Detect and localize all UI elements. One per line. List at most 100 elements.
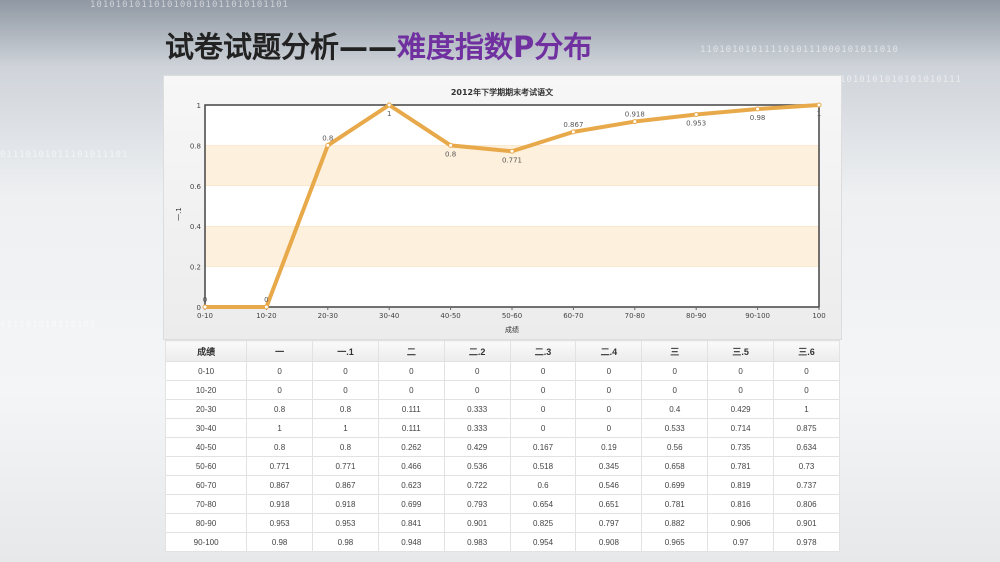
data-point xyxy=(755,106,761,112)
table-cell: 0 xyxy=(312,380,379,400)
table-cell: 0.953 xyxy=(312,513,379,533)
table-cell: 0.841 xyxy=(377,513,445,533)
table-row: 60-70 0.867 0.867 0.623 0.722 0.6 0.546 0.699 0.… xyxy=(164,475,840,495)
table-cell: 0.722 xyxy=(443,475,511,495)
table-cell: 0.699 xyxy=(377,494,445,514)
data-point xyxy=(693,111,699,117)
table-cell: 0.867 xyxy=(312,475,379,495)
table-cell: 80-90 xyxy=(164,513,248,533)
table-cell: 0.19 xyxy=(575,437,643,457)
table-cell: 0.867 xyxy=(246,475,314,495)
column-header: 三.6 xyxy=(773,340,840,362)
data-point xyxy=(325,142,331,148)
table-cell: 0 xyxy=(509,399,577,419)
x-axis-label: 成绩 xyxy=(505,325,519,334)
table-row: 40-50 0.8 0.8 0.262 0.429 0.167 0.19 0.56 0.735 0… xyxy=(164,437,840,457)
table-cell: 0.978 xyxy=(773,532,840,552)
x-tick-label: 20-30 xyxy=(318,312,338,320)
table-cell: 0.111 xyxy=(377,418,445,438)
table-cell: 0.8 xyxy=(246,399,314,419)
table-cell: 0.781 xyxy=(641,494,709,514)
table-cell: 0.954 xyxy=(509,532,577,552)
column-header: 成绩 xyxy=(164,340,248,362)
table-header-row: 成绩一一.1 二二.2 二.3 二.4 三三.5 三.6 xyxy=(164,340,840,362)
table-cell: 0 xyxy=(246,380,314,400)
y-axis-label: 一.1 xyxy=(175,207,183,221)
chart-title: 2012年下学期期末考试语文 xyxy=(451,87,554,97)
table-cell: 30-40 xyxy=(164,418,248,438)
table-cell: 0.466 xyxy=(377,456,445,476)
table-cell: 60-70 xyxy=(164,475,248,495)
table-cell: 0.816 xyxy=(707,494,775,514)
table-cell: 0.654 xyxy=(509,494,577,514)
table-cell: 70-80 xyxy=(164,494,248,514)
table-cell: 0 xyxy=(773,380,840,400)
table-cell: 90-100 xyxy=(164,532,248,552)
table-cell: 0 xyxy=(707,361,775,381)
table-cell: 0.797 xyxy=(575,513,643,533)
x-tick-label: 30-40 xyxy=(379,312,399,320)
table-cell: 0.948 xyxy=(377,532,445,552)
x-tick-label: 40-50 xyxy=(440,312,460,320)
plot-area xyxy=(205,105,819,307)
table-cell: 0.651 xyxy=(575,494,643,514)
y-tick-label: 0.8 xyxy=(190,142,201,150)
binary-decoration: 1010101011010100101011010101101 xyxy=(90,0,289,10)
table-row: 50-60 0.771 0.771 0.466 0.536 0.518 0.345 0.658… xyxy=(164,456,840,476)
table-cell: 0.771 xyxy=(246,456,314,476)
table-cell: 0.735 xyxy=(707,437,775,457)
table-cell: 0 xyxy=(509,380,577,400)
data-point xyxy=(632,119,638,125)
table-cell: 0.8 xyxy=(312,399,379,419)
table-row: 70-80 0.918 0.918 0.699 0.793 0.654 0.651 0.781… xyxy=(164,494,840,514)
table-cell: 0.8 xyxy=(312,437,379,457)
table-cell: 0.882 xyxy=(641,513,709,533)
y-tick-label: 0.6 xyxy=(190,183,202,191)
y-tick-label: 0 xyxy=(197,304,201,312)
table-cell: 50-60 xyxy=(164,456,248,476)
column-header: 二.4 xyxy=(575,340,643,362)
table-row: 20-30 0.8 0.8 0.111 0.333 0 0 0.4 0.429 1 xyxy=(164,399,840,419)
data-label: 0.867 xyxy=(563,121,583,129)
table-cell: 0 xyxy=(641,380,709,400)
table-cell: 0.965 xyxy=(641,532,709,552)
table-cell: 0.906 xyxy=(707,513,775,533)
table-cell: 0.8 xyxy=(246,437,314,457)
table-cell: 0.345 xyxy=(575,456,643,476)
table-cell: 0.98 xyxy=(312,532,379,552)
table-cell: 0.901 xyxy=(773,513,840,533)
table-row: 30-40 1 1 0.111 0.333 0 0 0.533 0.714 0.875 xyxy=(164,418,840,438)
table-row: 10-20 0 0 0 0 0 0 0 0 0 xyxy=(164,380,840,400)
table-cell: 0.167 xyxy=(509,437,577,457)
table-cell: 0.918 xyxy=(312,494,379,514)
y-tick-label: 0.2 xyxy=(190,264,201,272)
table-cell: 1 xyxy=(312,418,379,438)
table-cell: 0.111 xyxy=(377,399,445,419)
table-cell: 0.634 xyxy=(773,437,840,457)
column-header: 二.3 xyxy=(509,340,577,362)
table-cell: 0.918 xyxy=(246,494,314,514)
table-cell: 0 xyxy=(246,361,314,381)
binary-decoration: 1101010101111010111000101011010 xyxy=(700,45,899,55)
data-point xyxy=(509,148,515,154)
data-label: 1 xyxy=(387,110,391,118)
column-header: 二.2 xyxy=(443,340,511,362)
column-header: 一 xyxy=(246,340,314,362)
table-cell: 0-10 xyxy=(164,361,248,381)
x-tick-label: 50-60 xyxy=(502,312,522,320)
table-cell: 0 xyxy=(575,380,643,400)
data-label: 0.98 xyxy=(750,114,766,122)
table-cell: 0.806 xyxy=(773,494,840,514)
x-tick-label: 10-20 xyxy=(256,312,276,320)
y-tick-label: 1 xyxy=(197,102,201,110)
y-tick-label: 0.4 xyxy=(190,223,202,231)
binary-decoration: 1010101010101010111 xyxy=(840,75,962,85)
table-cell: 0.793 xyxy=(443,494,511,514)
table-cell: 0.429 xyxy=(443,437,511,457)
table-cell: 0.4 xyxy=(641,399,709,419)
data-label: 0 xyxy=(203,296,207,304)
table-cell: 0 xyxy=(509,361,577,381)
table-cell: 0.714 xyxy=(707,418,775,438)
table-cell: 0.73 xyxy=(773,456,840,476)
table-cell: 0.262 xyxy=(377,437,445,457)
